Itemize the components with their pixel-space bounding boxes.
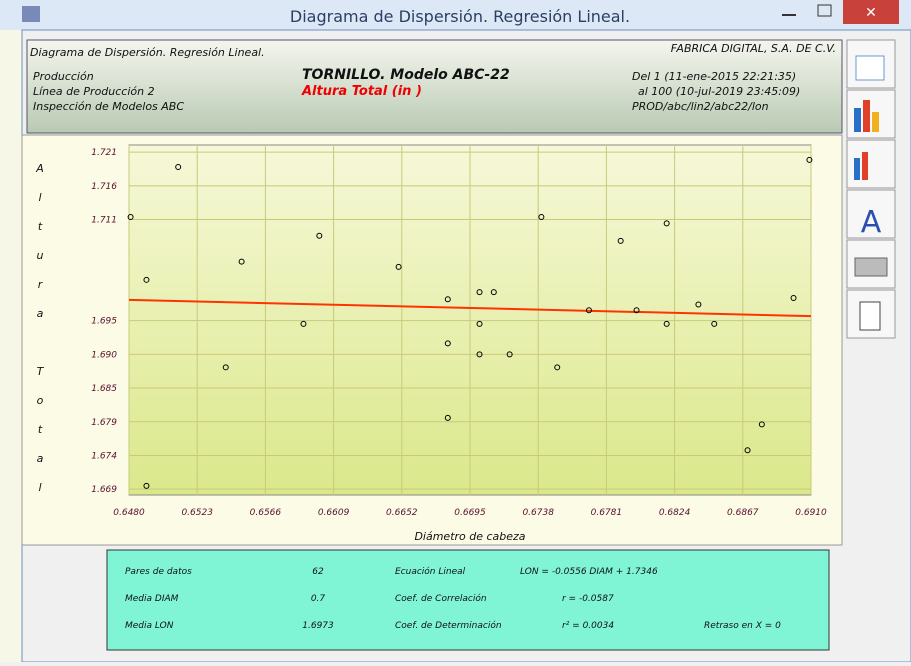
header-panel <box>26 39 843 134</box>
point <box>663 220 670 227</box>
x-tick-label: 0.6867 <box>727 508 759 518</box>
y-tick-label: 1.679 <box>91 418 117 428</box>
point <box>476 320 483 327</box>
stats-cell: Retraso en X = 0 <box>704 621 781 631</box>
x-axis-label: Diámetro de cabeza <box>414 530 525 543</box>
x-tick-label: 0.6566 <box>250 508 282 518</box>
x-tick-label: 0.6609 <box>318 508 350 518</box>
point <box>238 258 245 265</box>
stats-cell: Media LON <box>125 621 174 631</box>
point <box>175 164 182 171</box>
range-line: al 100 (10-jul-2019 23:45:09) <box>638 85 800 98</box>
point <box>222 364 229 371</box>
stats-cell: 62 <box>312 567 324 577</box>
close-icon: ✕ <box>865 5 877 21</box>
point <box>617 237 624 244</box>
header-line: Inspección de Modelos ABC <box>33 100 184 113</box>
y-axis-label: Altura Total <box>34 162 47 510</box>
y-tick-label: 1.711 <box>91 216 117 226</box>
x-tick-label: 0.6824 <box>659 508 691 518</box>
range-line: PROD/abc/lin2/abc22/lon <box>632 100 769 113</box>
variable: Altura Total (in ) <box>301 84 422 99</box>
x-tick-label: 0.6480 <box>113 508 145 518</box>
minimize-button[interactable] <box>782 14 796 16</box>
print-icon <box>854 257 888 277</box>
stats-cell: Coef. de Determinación <box>395 620 502 631</box>
company: FABRICA DIGITAL, S.A. DE C.V. <box>671 42 836 55</box>
stats-panel <box>106 549 830 651</box>
y-tick-label: 1.685 <box>91 384 117 394</box>
y-tick-label: 1.716 <box>91 182 117 192</box>
stats-cell: LON = -0.0556 DIAM + 1.7346 <box>520 567 658 577</box>
point <box>395 263 402 270</box>
header-line: Producción <box>33 70 94 83</box>
point <box>127 213 134 220</box>
title-bar <box>0 0 911 30</box>
point <box>554 364 561 371</box>
point <box>143 482 150 489</box>
point <box>316 232 323 239</box>
point <box>506 351 513 358</box>
point <box>476 351 483 358</box>
stats-cell: 1.6973 <box>302 621 334 631</box>
colors-icon <box>862 152 868 180</box>
toolbar: A <box>846 39 896 339</box>
point <box>444 414 451 421</box>
chart-icon <box>872 112 879 132</box>
y-tick-label: 1.674 <box>91 451 117 461</box>
header-subtitle: Diagrama de Dispersión. Regresión Lineal… <box>30 46 265 59</box>
stats-cell: r² = 0.0034 <box>562 621 614 631</box>
x-tick-label: 0.6738 <box>522 508 554 518</box>
stats-cell: Coef. de Correlación <box>395 593 487 604</box>
stats-cell: r = -0.0587 <box>562 594 614 604</box>
table-icon <box>855 55 885 81</box>
chart-icon <box>854 108 861 132</box>
chart-icon <box>863 100 870 132</box>
point <box>538 213 545 220</box>
copy-icon <box>859 301 881 331</box>
point <box>444 340 451 347</box>
header-line: Línea de Producción 2 <box>33 85 155 98</box>
y-tick-label: 1.721 <box>91 148 117 158</box>
stats-cell: Pares de datos <box>125 567 192 577</box>
point <box>585 307 592 314</box>
font-icon: A <box>861 205 882 240</box>
stats-cell: Media DIAM <box>125 594 179 604</box>
x-tick-label: 0.6781 <box>591 508 623 518</box>
product: TORNILLO. Modelo ABC-22 <box>302 67 510 83</box>
point <box>744 447 751 454</box>
app-icon <box>22 6 40 22</box>
colors-icon <box>854 158 860 180</box>
point <box>790 294 797 301</box>
point <box>711 320 718 327</box>
y-tick-label: 1.695 <box>91 317 117 327</box>
y-tick-label: 1.690 <box>91 350 117 360</box>
range-line: Del 1 (11-ene-2015 22:21:35) <box>632 70 796 83</box>
point <box>143 276 150 283</box>
point <box>695 301 702 308</box>
y-tick-label: 1.669 <box>91 485 117 495</box>
x-tick-label: 0.6652 <box>386 508 418 518</box>
stats-cell: Ecuación Lineal <box>395 566 466 577</box>
maximize-button[interactable] <box>817 4 832 17</box>
point <box>490 289 497 296</box>
point <box>633 307 640 314</box>
point <box>806 156 813 163</box>
x-tick-label: 0.6695 <box>454 508 486 518</box>
window-title: Diagrama de Dispersión. Regresión Lineal… <box>290 7 630 26</box>
stats-cell: 0.7 <box>311 594 326 604</box>
x-tick-label: 0.6910 <box>795 508 827 518</box>
background-window <box>0 0 22 662</box>
point <box>444 296 451 303</box>
point <box>758 421 765 428</box>
point <box>300 320 307 327</box>
close-button[interactable] <box>843 0 899 24</box>
x-tick-label: 0.6523 <box>181 508 213 518</box>
font-button[interactable] <box>846 189 896 239</box>
regression-line <box>128 298 812 318</box>
point <box>476 289 483 296</box>
point <box>663 320 670 327</box>
